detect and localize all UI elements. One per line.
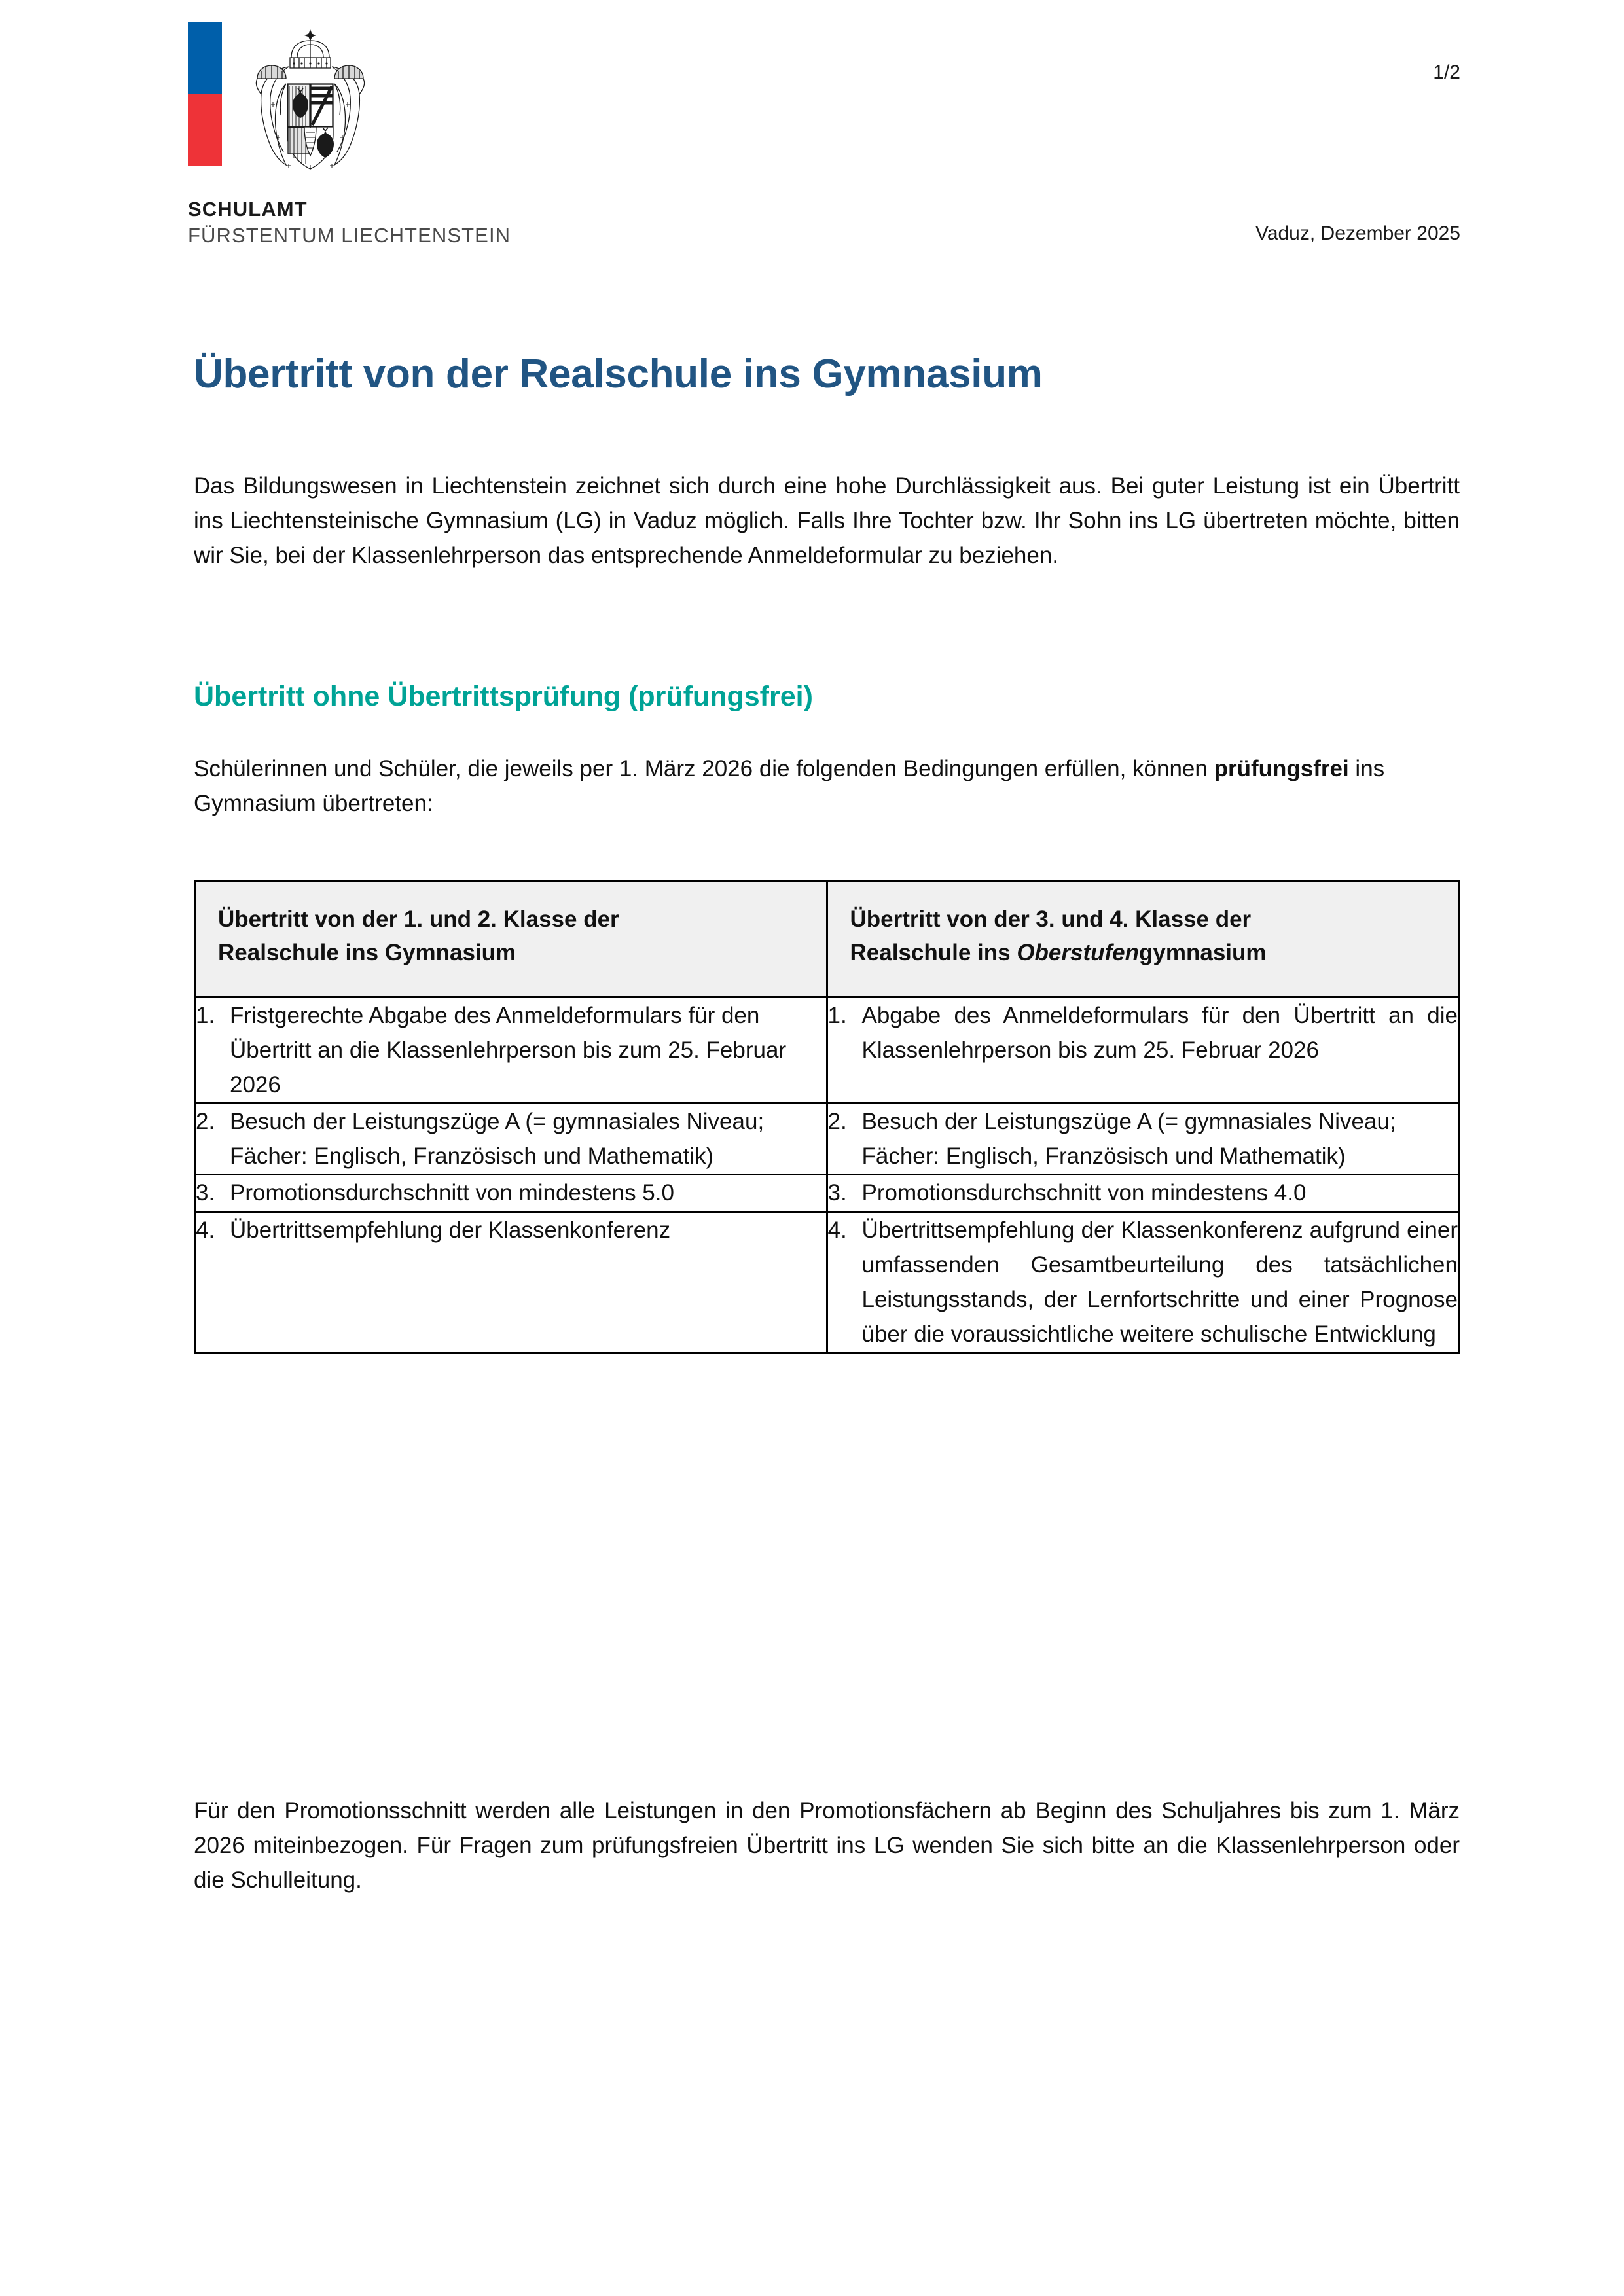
coat-of-arms-icon: [255, 29, 365, 170]
table-row: 4. Übertrittsempfehlung der Klassenkonfe…: [194, 1210, 1460, 1354]
table-cell: 4. Übertrittsempfehlung der Klassenkonfe…: [194, 1210, 828, 1354]
lead-paragraph: Schülerinnen und Schüler, die jeweils pe…: [194, 751, 1460, 821]
table-cell: 2. Besuch der Leistungszüge A (= gymnasi…: [194, 1102, 828, 1176]
list-item: 4. Übertrittsempfehlung der Klassenkonfe…: [196, 1213, 826, 1247]
flag-blue-band: [188, 22, 222, 94]
list-item: 2. Besuch der Leistungszüge A (= gymnasi…: [828, 1104, 1458, 1174]
list-item-text: Übertrittsempfehlung der Klassenkonferen…: [861, 1217, 1458, 1348]
table-cell: 1. Abgabe des Anmeldeformulars für den Ü…: [825, 996, 1460, 1105]
conditions-table: Übertritt von der 1. und 2. Klasse der R…: [194, 880, 1460, 1354]
table-header-cell-right: Übertritt von der 3. und 4. Klasse der R…: [825, 880, 1460, 998]
list-item: 2. Besuch der Leistungszüge A (= gymnasi…: [196, 1104, 826, 1174]
list-item-number: 2.: [827, 1109, 847, 1135]
page-number: 1/2: [1433, 62, 1460, 83]
organisation-name-line2: FÜRSTENTUM LIECHTENSTEIN: [188, 224, 511, 247]
liechtenstein-flag-bar-icon: [188, 22, 222, 166]
table-cell: 3. Promotionsdurchschnitt von mindestens…: [194, 1174, 828, 1213]
header-left-line2-post: Gymnasium: [384, 939, 516, 965]
list-item: 1. Abgabe des Anmeldeformulars für den Ü…: [828, 998, 1458, 1067]
lead-text-part1: Schülerinnen und Schüler, die jeweils pe…: [194, 756, 1214, 781]
header-left-line1: Übertritt von der 1. und 2. Klasse der: [218, 906, 619, 932]
section-heading-exam-free: Übertritt ohne Übertrittsprüfung (prüfun…: [194, 681, 813, 712]
list-item-text: Fristgerechte Abgabe des Anmeldeformular…: [230, 1002, 787, 1098]
table-body: 1. Fristgerechte Abgabe des Anmeldeformu…: [194, 996, 1460, 1354]
header-right-line2-italic: Oberstufen: [1017, 939, 1140, 965]
table-row: 2. Besuch der Leistungszüge A (= gymnasi…: [194, 1102, 1460, 1176]
list-item-text: Abgabe des Anmeldeformulars für den Über…: [861, 1002, 1458, 1063]
table-cell: 4. Übertrittsempfehlung der Klassenkonfe…: [825, 1210, 1460, 1354]
table-cell: 3. Promotionsdurchschnitt von mindestens…: [825, 1174, 1460, 1213]
organisation-name: SCHULAMT FÜRSTENTUM LIECHTENSTEIN: [188, 196, 511, 249]
list-item-text: Besuch der Leistungszüge A (= gymnasiale…: [861, 1109, 1396, 1170]
organisation-name-line1: SCHULAMT: [188, 198, 308, 221]
list-item: 3. Promotionsdurchschnitt von mindestens…: [196, 1175, 826, 1210]
list-item-number: 2.: [196, 1109, 215, 1135]
document-header: SCHULAMT FÜRSTENTUM LIECHTENSTEIN 1/2 Va…: [0, 0, 1624, 275]
list-item-text: Promotionsdurchschnitt von mindestens 4.…: [861, 1180, 1307, 1206]
list-item-number: 3.: [196, 1180, 215, 1206]
lead-text-part2: ins Gymnasium übertreten:: [194, 756, 1385, 817]
list-item-number: 1.: [827, 1002, 847, 1028]
list-item-text: Besuch der Leistungszüge A (= gymnasiale…: [230, 1109, 765, 1170]
list-item-text: Promotionsdurchschnitt von mindestens 5.…: [230, 1180, 674, 1206]
outro-paragraph: Für den Promotionsschnitt werden alle Le…: [194, 1798, 1460, 1893]
table-cell: 1. Fristgerechte Abgabe des Anmeldeformu…: [194, 996, 828, 1105]
header-right-line2-post: gymnasium: [1139, 939, 1267, 965]
table-header-row: Übertritt von der 1. und 2. Klasse der R…: [194, 880, 1460, 998]
list-item-text: Übertrittsempfehlung der Klassenkonferen…: [230, 1217, 671, 1243]
list-item-number: 1.: [196, 1002, 215, 1028]
list-item: 1. Fristgerechte Abgabe des Anmeldeformu…: [196, 998, 826, 1103]
place-and-date: Vaduz, Dezember 2025: [1255, 223, 1460, 244]
organisation-logo: [188, 22, 685, 174]
header-right-line2-pre: Realschule ins: [850, 939, 1017, 965]
list-item-number: 4.: [196, 1217, 215, 1243]
table-row: 1. Fristgerechte Abgabe des Anmeldeformu…: [194, 996, 1460, 1105]
list-item: 3. Promotionsdurchschnitt von mindestens…: [828, 1175, 1458, 1210]
flag-red-band: [188, 94, 222, 166]
table-head: Übertritt von der 1. und 2. Klasse der R…: [194, 880, 1460, 998]
lead-text-bold: prüfungsfrei: [1214, 756, 1349, 781]
list-item-number: 3.: [827, 1180, 847, 1206]
list-item: 4. Übertrittsempfehlung der Klassenkonfe…: [828, 1213, 1458, 1352]
header-left-line2-pre: Realschule ins: [218, 939, 385, 965]
intro-paragraph: Das Bildungswesen in Liechtenstein zeich…: [194, 473, 1460, 569]
table-row: 3. Promotionsdurchschnitt von mindestens…: [194, 1174, 1460, 1213]
page-title: Übertritt von der Realschule ins Gymnasi…: [194, 351, 1043, 397]
table-header-cell-left: Übertritt von der 1. und 2. Klasse der R…: [194, 880, 828, 998]
table-cell: 2. Besuch der Leistungszüge A (= gymnasi…: [825, 1102, 1460, 1176]
logo-mark: [188, 22, 685, 174]
header-right-line1: Übertritt von der 3. und 4. Klasse der: [850, 906, 1252, 932]
list-item-number: 4.: [827, 1217, 847, 1243]
